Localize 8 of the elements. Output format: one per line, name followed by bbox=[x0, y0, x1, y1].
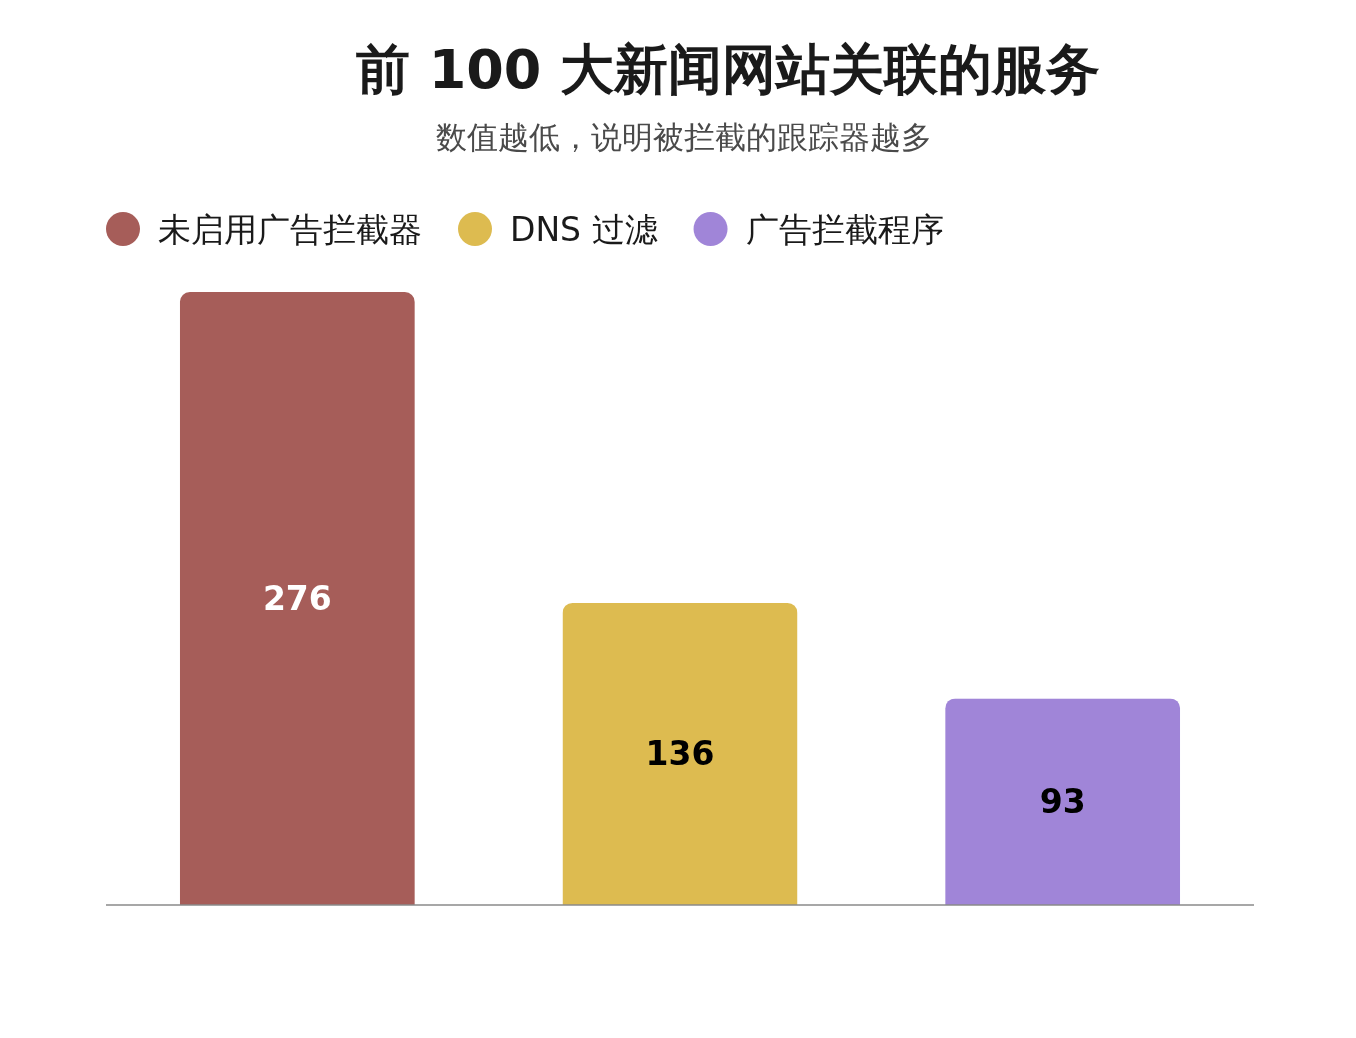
data-label: 136 bbox=[645, 734, 715, 774]
data-label: 93 bbox=[1039, 782, 1086, 822]
chart-subtitle: 数值越低，说明被拦截的跟踪器越多 bbox=[436, 119, 932, 155]
legend-label: 未启用广告拦截器 bbox=[158, 209, 422, 249]
data-label: 276 bbox=[262, 579, 332, 618]
legend-label: DNS 过滤 bbox=[510, 209, 658, 249]
legend-label: 广告拦截程序 bbox=[745, 209, 944, 249]
chart-title: 前 100 大新闻网站关联的服务 bbox=[355, 38, 1101, 101]
